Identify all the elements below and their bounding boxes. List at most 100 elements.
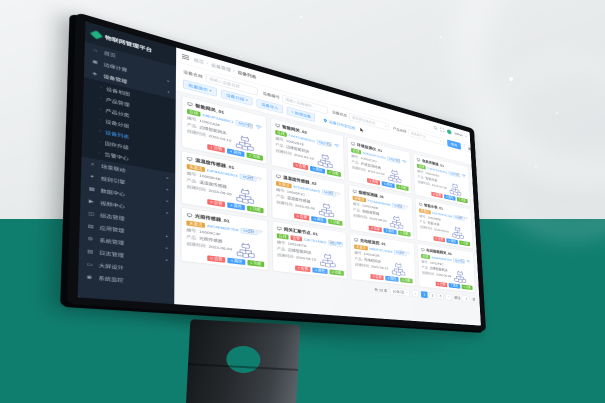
scene-icon: ⚡: [89, 161, 95, 168]
chevron-icon: ▸: [165, 257, 169, 263]
attribute-count-badge: 4 属性: [227, 202, 245, 211]
function-count-badge: 2 功能: [326, 169, 342, 178]
alarm-count-badge: 0 告警: [433, 236, 446, 243]
card-menu-icon[interactable]: [461, 259, 465, 263]
device-type-icon: [277, 226, 282, 231]
device-type-icon: [351, 141, 355, 146]
alarm-count-badge: 0 告警: [435, 281, 448, 288]
stand-cable-hole: [225, 345, 262, 374]
card-menu-icon[interactable]: [398, 204, 402, 208]
prev-page-button[interactable]: ‹: [411, 289, 419, 298]
bullet-icon: ▫: [99, 107, 102, 112]
device-card[interactable]: 智能水表_01 未激活 D2E7B4F9C1A6 MQTT 编号:10008B5…: [415, 197, 474, 250]
alarm-count-badge: 1 告警: [367, 177, 381, 186]
function-count-badge: 4 功能: [461, 284, 473, 291]
bullet-icon: ▫: [99, 96, 102, 101]
device-type-icon: [187, 156, 193, 162]
card-menu-icon[interactable]: [400, 250, 404, 254]
attribute-count-badge: 4 属性: [311, 216, 327, 224]
attribute-count-badge: 6 属性: [385, 275, 399, 282]
card-menu-icon[interactable]: [248, 175, 253, 180]
wifi-icon: [466, 260, 471, 264]
device-card[interactable]: 充电桩监控_01 未激活 E8B2F4C7A3D6 MQTT 编号:10011E…: [349, 233, 416, 287]
sidebar: 物联网管理平台 ⌂ 首页 ▣ 边缘计算 ▸ ◈ 设备管理 ▾ ▫ 设备地图 ▫ 产品管理 ▫ 产品分类 ▫ 设…: [77, 21, 177, 305]
card-menu-icon[interactable]: [396, 158, 400, 162]
breadcrumb-section[interactable]: 设备管理: [210, 62, 231, 73]
alarm-count-badge: 0 告警: [294, 213, 310, 221]
card-menu-icon[interactable]: [327, 142, 332, 147]
pagination-total: 共 12 条: [374, 287, 388, 293]
attribute-count-badge: 3 属性: [383, 227, 397, 235]
fullscreen-icon[interactable]: [440, 127, 444, 132]
device-card[interactable]: 光照传感器_01 未激活 A9C4E6B2F7D8 MQTT 编号: 10009C…: [180, 207, 269, 271]
sidebar-menu: ⌂ 首页 ▣ 边缘计算 ▸ ◈ 设备管理 ▾ ▫ 设备地图 ▫ 产品管理 ▫ 产品分类 ▫ 设备分组 ▫ 设备列表…: [78, 42, 176, 291]
card-menu-icon[interactable]: [330, 240, 335, 244]
device-type-icon: [276, 174, 281, 179]
attribute-count-badge: 7 属性: [448, 283, 461, 289]
gateway-diagram-icon: [451, 226, 465, 240]
search-icon[interactable]: [433, 125, 437, 130]
chevron-down-icon[interactable]: ▾: [465, 135, 467, 138]
card-menu-icon[interactable]: [247, 123, 252, 128]
alarm-count-badge: 1 告警: [207, 144, 226, 153]
device-type-icon: [417, 157, 421, 161]
gateway-diagram-icon: [389, 214, 405, 229]
next-page-button[interactable]: ›: [445, 293, 453, 301]
card-menu-icon[interactable]: [458, 215, 462, 219]
page-button-1[interactable]: 1: [421, 290, 428, 298]
search-button[interactable]: 查询: [447, 139, 462, 150]
hexagon-logo-icon: [90, 30, 103, 39]
rules-icon: ✦: [89, 173, 95, 181]
device-type-icon: [354, 237, 359, 242]
chevron-down-icon: ▾: [440, 139, 442, 143]
device-card[interactable]: 车间能耗网关_01 在线 B4D8A6E3F9C2 MQTT 编号:10012F…: [417, 243, 476, 293]
video-icon: ▶: [88, 198, 95, 205]
breadcrumb-current: 设备列表: [237, 69, 257, 80]
breadcrumb-home[interactable]: 首页: [193, 57, 204, 65]
device-type-icon: [275, 123, 280, 128]
bullet-icon: ▫: [100, 85, 103, 90]
data-icon: ▦: [88, 185, 95, 193]
chevron-icon: ▸: [165, 245, 169, 251]
card-menu-icon[interactable]: [328, 190, 333, 194]
chevron-icon: ▸: [167, 78, 170, 84]
chevron-icon: ▸: [166, 198, 169, 204]
alarm-count-badge: 0 告警: [207, 255, 226, 263]
devices-icon: ◈: [92, 70, 98, 77]
device-card[interactable]: 网关汇聚节点_01 在线 告警 C3F7D1A8E5B2 MQTT 编号:100…: [271, 221, 348, 280]
attribute-count-badge: 5 属性: [446, 238, 458, 245]
scada-icon: ◫: [87, 210, 95, 218]
card-menu-icon[interactable]: [456, 173, 460, 177]
chevron-icon: ▸: [165, 233, 169, 239]
gateway-diagram-icon: [235, 242, 256, 260]
avatar[interactable]: [446, 128, 452, 135]
apps-icon: ▤: [87, 223, 95, 230]
function-count-badge: 3 功能: [399, 277, 413, 284]
goto-page-input[interactable]: 1: [462, 295, 471, 303]
function-count-badge: 3 功能: [396, 184, 409, 192]
page-button-2[interactable]: 2: [429, 291, 436, 299]
alarm-count-badge: 0 告警: [431, 191, 443, 199]
goto-label: 前往: [454, 295, 461, 300]
page-size-select[interactable]: 10条/页 ▾: [389, 287, 410, 297]
gateway-diagram-icon: [387, 168, 403, 184]
function-count-badge: 2 功能: [329, 269, 344, 276]
gateway-diagram-icon: [235, 187, 256, 205]
device-type-icon: [421, 247, 425, 251]
monitor-icon: ◉: [86, 274, 93, 281]
chevron-icon: ▸: [166, 210, 169, 216]
function-count-badge: 2 功能: [456, 196, 468, 204]
status-badge: 未激活: [354, 244, 368, 251]
mouse-cursor: [360, 127, 364, 133]
function-count-badge: 1 功能: [246, 205, 264, 214]
page-button-3[interactable]: 3: [437, 292, 444, 300]
gateway-diagram-icon: [390, 262, 406, 277]
chevron-icon: ▸: [166, 175, 170, 181]
bullet-icon: ▫: [99, 129, 101, 133]
username[interactable]: admin: [454, 131, 463, 138]
card-menu-icon[interactable]: [248, 229, 253, 234]
device-type-icon: [187, 101, 193, 107]
collapse-sidebar-icon[interactable]: [182, 54, 189, 60]
wifi-icon: [464, 216, 469, 220]
